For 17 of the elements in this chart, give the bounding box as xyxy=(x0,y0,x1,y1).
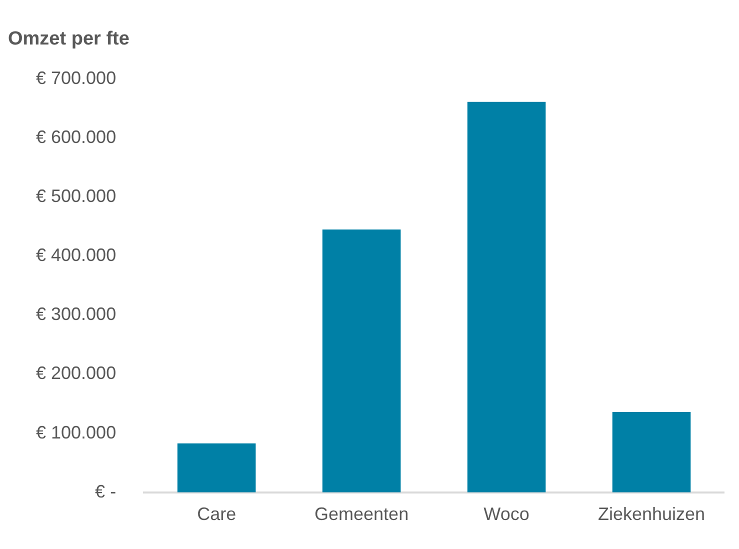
y-tick-label: € 400.000 xyxy=(36,245,116,266)
y-tick-label: € - xyxy=(95,481,116,502)
x-tick-label: Care xyxy=(197,504,236,524)
y-tick-label: € 200.000 xyxy=(36,363,116,384)
y-tick-label: € 300.000 xyxy=(36,304,116,324)
bar xyxy=(322,229,401,492)
x-tick-label: Gemeenten xyxy=(314,504,409,524)
x-tick-label: Woco xyxy=(484,504,530,524)
x-tick-label: Ziekenhuizen xyxy=(598,504,706,524)
y-tick-label: € 500.000 xyxy=(36,186,116,206)
bar xyxy=(612,412,691,492)
y-tick-label: € 100.000 xyxy=(36,422,116,442)
y-tick-label: € 600.000 xyxy=(36,126,116,147)
bar xyxy=(467,102,546,492)
bar xyxy=(177,443,256,492)
y-tick-label: € 700.000 xyxy=(36,68,116,88)
chart-title: Omzet per fte xyxy=(8,28,130,50)
